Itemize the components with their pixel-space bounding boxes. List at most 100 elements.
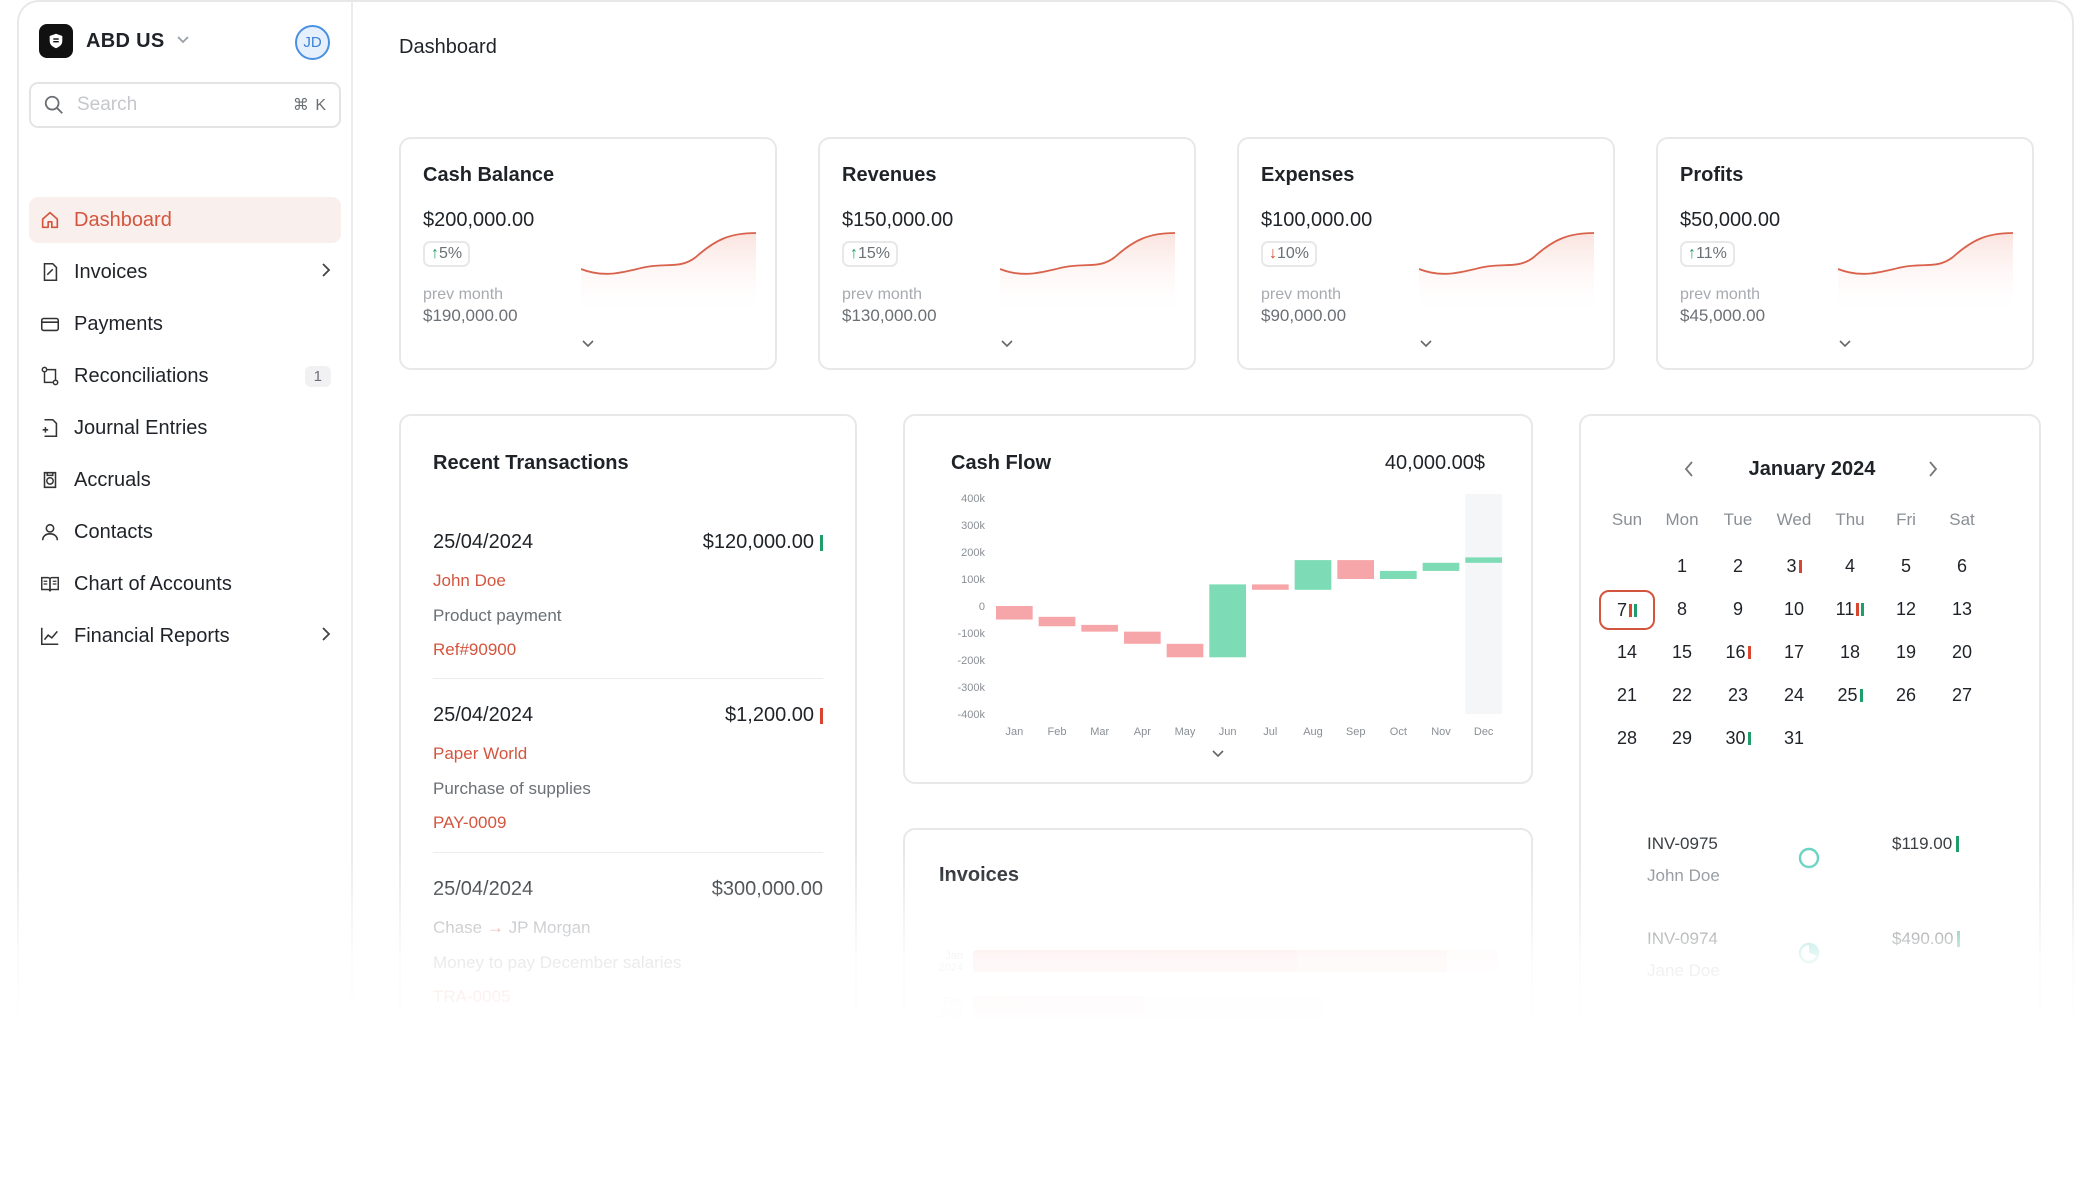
- invoice-progress-ring: [1798, 847, 1820, 869]
- day-number: 6: [1956, 556, 1967, 576]
- bar-feb[interactable]: [1038, 616, 1076, 627]
- calendar-day[interactable]: 3: [1766, 556, 1822, 577]
- outflow-indicator: [820, 707, 823, 724]
- chevron-down-icon[interactable]: [581, 337, 595, 352]
- calendar-day[interactable]: 4: [1822, 556, 1878, 577]
- day-number: 15: [1671, 642, 1693, 662]
- day-number: 12: [1895, 599, 1917, 619]
- calendar-day[interactable]: 8: [1654, 599, 1710, 620]
- calendar-day[interactable]: 25: [1822, 685, 1878, 706]
- chevron-down-icon[interactable]: [1838, 337, 1852, 352]
- bar-jul[interactable]: [1251, 584, 1289, 590]
- bar-jun[interactable]: [1209, 584, 1247, 658]
- chevron-down-icon[interactable]: [1000, 337, 1014, 352]
- calendar-day[interactable]: 5: [1878, 556, 1934, 577]
- calendar-day[interactable]: 15: [1654, 642, 1710, 663]
- calendar-day[interactable]: 6: [1934, 556, 1990, 577]
- calendar-day[interactable]: 20: [1934, 642, 1990, 663]
- bar-mar[interactable]: [1081, 624, 1119, 632]
- calendar-day[interactable]: 26: [1878, 685, 1934, 706]
- transaction-party[interactable]: Chase → JP Morgan: [433, 918, 591, 938]
- day-number: 7: [1616, 600, 1627, 620]
- bar-sep[interactable]: [1337, 560, 1375, 579]
- nav-item-dashboard[interactable]: Dashboard: [29, 197, 341, 243]
- calendar-day[interactable]: 13: [1934, 599, 1990, 620]
- search-input[interactable]: [77, 94, 267, 116]
- calendar-day[interactable]: 10: [1766, 599, 1822, 620]
- home-icon: [39, 209, 61, 231]
- accruals-icon: [39, 469, 61, 491]
- chevron-left-icon[interactable]: [1683, 460, 1695, 483]
- transaction-ref[interactable]: Ref#90900: [433, 640, 517, 659]
- calendar-day[interactable]: 22: [1654, 685, 1710, 706]
- transaction-description: Product payment: [433, 606, 562, 625]
- org-switcher[interactable]: ABD US: [39, 24, 190, 58]
- calendar-day[interactable]: 12: [1878, 599, 1934, 620]
- kpi-prev-value: $45,000.00: [1680, 306, 1766, 325]
- amount-text: $120,000.00: [702, 531, 814, 553]
- calendar-day[interactable]: 14: [1599, 642, 1655, 663]
- invoice-bar-pending[interactable]: [1297, 950, 1447, 972]
- calendar-day[interactable]: 2: [1710, 556, 1766, 577]
- chevron-down-icon[interactable]: [1419, 337, 1433, 352]
- nav-item-accruals[interactable]: Accruals: [29, 457, 341, 503]
- day-number: 10: [1783, 599, 1805, 619]
- nav-item-contacts[interactable]: Contacts: [29, 509, 341, 555]
- calendar-day[interactable]: 21: [1599, 685, 1655, 706]
- bar-oct[interactable]: [1379, 570, 1417, 579]
- divider: [433, 678, 823, 679]
- nav-item-chart-of-accounts[interactable]: Chart of Accounts: [29, 561, 341, 607]
- calendar-day[interactable]: 9: [1710, 599, 1766, 620]
- calendar-day[interactable]: 18: [1822, 642, 1878, 663]
- transaction-date: 25/04/2024: [433, 531, 534, 553]
- calendar-day[interactable]: 16: [1710, 642, 1766, 663]
- calendar-day[interactable]: 23: [1710, 685, 1766, 706]
- nav-item-payments[interactable]: Payments: [29, 301, 341, 347]
- day-number: 26: [1895, 685, 1917, 705]
- day-number: 19: [1895, 642, 1917, 662]
- invoice-bar-paid[interactable]: [973, 996, 1145, 1018]
- arrow-right-icon: →: [486, 918, 504, 937]
- calendar-day-today[interactable]: 7: [1599, 590, 1655, 630]
- transaction-ref[interactable]: TRA-0005: [433, 987, 511, 1006]
- transaction-party[interactable]: John Doe: [433, 571, 506, 590]
- x-tick-label: Apr: [1134, 726, 1151, 738]
- bar-dec[interactable]: [1465, 557, 1503, 563]
- day-number: 17: [1783, 642, 1805, 662]
- bar-nov[interactable]: [1422, 562, 1460, 571]
- count-badge: 1: [304, 365, 331, 387]
- chevron-right-icon[interactable]: [1927, 460, 1939, 483]
- x-tick-label: Nov: [1431, 726, 1451, 738]
- nav-item-invoices[interactable]: Invoices: [29, 249, 341, 295]
- transaction-party[interactable]: Paper World: [433, 744, 528, 763]
- kpi-card-cash-balance[interactable]: Cash Balance $200,000.00 ↑5% prev month $190…: [399, 137, 777, 370]
- nav-item-financial-reports[interactable]: Financial Reports: [29, 613, 341, 659]
- calendar-day[interactable]: 28: [1599, 728, 1655, 749]
- kpi-card-revenues[interactable]: Revenues $150,000.00 ↑15% prev month $130,00…: [818, 137, 1196, 370]
- kpi-card-profits[interactable]: Profits $50,000.00 ↑11% prev month $45,000.0…: [1656, 137, 2034, 370]
- calendar-day[interactable]: 30: [1710, 728, 1766, 749]
- weekday-label: Thu: [1835, 510, 1865, 529]
- calendar-day[interactable]: 17: [1766, 642, 1822, 663]
- calendar-day[interactable]: 29: [1654, 728, 1710, 749]
- bar-aug[interactable]: [1294, 560, 1332, 590]
- user-avatar[interactable]: JD: [295, 25, 330, 60]
- transaction-ref[interactable]: PAY-0009: [433, 813, 507, 832]
- invoice-bar-paid[interactable]: [973, 950, 1297, 972]
- nav-item-journal-entries[interactable]: Journal Entries: [29, 405, 341, 451]
- chevron-down-icon[interactable]: [1211, 746, 1225, 764]
- inflow-marker: [1634, 604, 1637, 617]
- calendar-day[interactable]: 24: [1766, 685, 1822, 706]
- bar-may[interactable]: [1166, 643, 1204, 658]
- invoice-customer: John Doe: [1647, 866, 1720, 885]
- calendar-day[interactable]: 27: [1934, 685, 1990, 706]
- calendar-day[interactable]: 1: [1654, 556, 1710, 577]
- calendar-day[interactable]: 11: [1822, 599, 1878, 620]
- kpi-card-expenses[interactable]: Expenses $100,000.00 ↓10% prev month $90,000…: [1237, 137, 1615, 370]
- calendar-day[interactable]: 19: [1878, 642, 1934, 663]
- search-box[interactable]: ⌘ K: [29, 82, 341, 128]
- bar-apr[interactable]: [1123, 631, 1161, 644]
- calendar-day[interactable]: 31: [1766, 728, 1822, 749]
- bar-jan[interactable]: [995, 606, 1033, 620]
- nav-item-reconciliations[interactable]: Reconciliations 1: [29, 353, 341, 399]
